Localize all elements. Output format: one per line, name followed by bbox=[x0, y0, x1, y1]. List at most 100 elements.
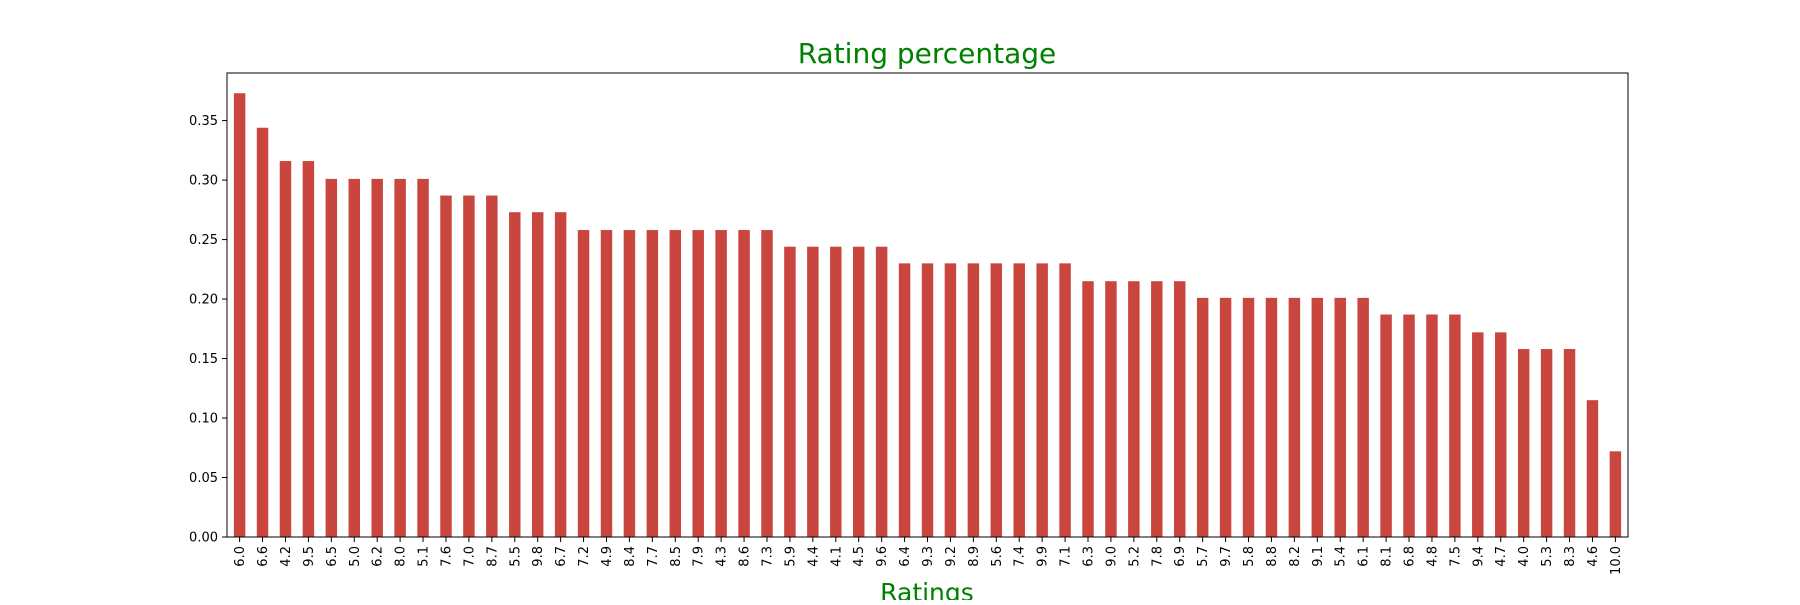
x-tick-label: 7.1 bbox=[1059, 546, 1074, 567]
bar-8.8 bbox=[1265, 297, 1278, 537]
bar-7.6 bbox=[440, 195, 452, 538]
bar-8.2 bbox=[1288, 297, 1301, 537]
x-tick-label: 5.6 bbox=[990, 546, 1005, 567]
x-tick-label: 8.6 bbox=[738, 546, 753, 567]
x-tick-label: 8.0 bbox=[394, 546, 409, 567]
x-tick-label: 9.9 bbox=[1036, 546, 1051, 567]
x-tick-label: 5.4 bbox=[1334, 546, 1349, 567]
bar-7.5 bbox=[1449, 314, 1461, 537]
bar-6.2 bbox=[371, 178, 383, 537]
x-tick-label: 7.0 bbox=[462, 546, 477, 567]
x-tick-label: 5.2 bbox=[1127, 546, 1142, 567]
bar-5.8 bbox=[1242, 297, 1255, 537]
bar-10.0 bbox=[1609, 451, 1622, 537]
bar-9.6 bbox=[875, 246, 888, 537]
x-tick-label: 5.1 bbox=[417, 546, 432, 567]
y-tick-label: 0.10 bbox=[189, 412, 218, 427]
bar-5.0 bbox=[348, 178, 360, 537]
bar-5.7 bbox=[1196, 297, 1209, 537]
bar-9.7 bbox=[1219, 297, 1232, 537]
x-tick-label: 6.7 bbox=[554, 546, 569, 567]
x-tick-label: 9.7 bbox=[1219, 546, 1234, 567]
bar-6.4 bbox=[898, 263, 911, 537]
y-tick-label: 0.05 bbox=[189, 471, 218, 486]
bar-4.6 bbox=[1586, 400, 1599, 537]
x-tick-label: 6.4 bbox=[898, 546, 913, 567]
bar-8.6 bbox=[738, 230, 750, 538]
bar-8.3 bbox=[1563, 349, 1576, 537]
x-tick-label: 7.2 bbox=[577, 546, 592, 567]
bar-6.1 bbox=[1357, 297, 1369, 537]
x-tick-label: 9.5 bbox=[302, 546, 317, 567]
x-tick-label: 4.3 bbox=[715, 546, 730, 567]
x-tick-label: 6.3 bbox=[1082, 546, 1097, 567]
bar-8.4 bbox=[623, 230, 636, 538]
x-tick-label: 8.5 bbox=[669, 546, 684, 567]
bar-8.5 bbox=[669, 230, 682, 538]
x-tick-label: 5.9 bbox=[783, 546, 798, 567]
x-tick-label: 7.6 bbox=[439, 546, 454, 567]
x-tick-label: 4.1 bbox=[829, 546, 844, 567]
y-axis: 0.00 0.05 0.10 0.15 0.20 0.25 0.30 0.35 bbox=[189, 114, 227, 546]
bar-9.3 bbox=[921, 263, 934, 537]
x-tick-label: 9.8 bbox=[531, 546, 546, 567]
x-tick-label: 8.7 bbox=[485, 546, 500, 567]
x-tick-label: 8.2 bbox=[1288, 546, 1303, 567]
bar-7.0 bbox=[463, 195, 475, 538]
x-tick-label: 9.6 bbox=[875, 546, 890, 567]
chart-title: Rating percentage bbox=[798, 37, 1057, 70]
x-tick-label: 4.6 bbox=[1586, 546, 1601, 567]
bar-9.5 bbox=[302, 161, 315, 538]
x-tick-label: 4.8 bbox=[1425, 546, 1440, 567]
bar-6.7 bbox=[554, 212, 567, 537]
x-tick-label: 4.4 bbox=[806, 546, 821, 567]
bar-4.8 bbox=[1426, 314, 1438, 537]
bar-4.2 bbox=[279, 161, 292, 538]
bar-8.1 bbox=[1380, 314, 1392, 537]
bar-4.9 bbox=[600, 230, 613, 538]
bar-5.9 bbox=[784, 246, 796, 537]
x-tick-label: 4.5 bbox=[852, 546, 867, 567]
bar-4.7 bbox=[1495, 332, 1507, 537]
bar-7.4 bbox=[1013, 263, 1025, 537]
bar-9.1 bbox=[1311, 297, 1324, 537]
bar-5.6 bbox=[990, 263, 1003, 537]
bar-7.7 bbox=[646, 230, 659, 538]
x-tick-label: 8.3 bbox=[1563, 546, 1578, 567]
bar-4.3 bbox=[715, 230, 727, 538]
bar-9.9 bbox=[1036, 263, 1048, 537]
bar-7.2 bbox=[577, 230, 590, 538]
bar-7.3 bbox=[761, 230, 773, 538]
x-tick-label: 9.3 bbox=[921, 546, 936, 567]
x-tick-label: 7.4 bbox=[1013, 546, 1028, 567]
x-tick-label: 4.7 bbox=[1494, 546, 1509, 567]
x-tick-label: 6.8 bbox=[1403, 546, 1418, 567]
x-tick-label: 5.0 bbox=[348, 546, 363, 567]
y-tick-label: 0.15 bbox=[189, 352, 218, 367]
x-tick-label: 9.1 bbox=[1311, 546, 1326, 567]
x-tick-label: 6.2 bbox=[371, 546, 386, 567]
x-tick-label: 9.0 bbox=[1104, 546, 1119, 567]
x-tick-label: 5.7 bbox=[1196, 546, 1211, 567]
x-tick-label: 6.5 bbox=[325, 546, 340, 567]
bar-6.0 bbox=[233, 93, 246, 537]
x-tick-label: 8.9 bbox=[967, 546, 982, 567]
y-tick-label: 0.30 bbox=[189, 174, 218, 189]
bar-9.8 bbox=[531, 212, 544, 537]
bar-7.9 bbox=[692, 230, 704, 538]
x-tick-label: 6.9 bbox=[1173, 546, 1188, 567]
x-tick-label: 7.5 bbox=[1448, 546, 1463, 567]
bar-5.4 bbox=[1334, 297, 1346, 537]
x-tick-label: 9.2 bbox=[944, 546, 959, 567]
x-tick-label: 5.8 bbox=[1242, 546, 1257, 567]
x-tick-label: 6.1 bbox=[1357, 546, 1372, 567]
y-tick-label: 0.20 bbox=[189, 293, 218, 308]
bar-4.0 bbox=[1517, 349, 1530, 537]
x-axis-title: Ratings bbox=[880, 578, 974, 600]
bar-9.0 bbox=[1105, 281, 1117, 537]
bar-5.2 bbox=[1128, 281, 1140, 537]
x-tick-label: 8.8 bbox=[1265, 546, 1280, 567]
bar-5.1 bbox=[417, 178, 429, 537]
